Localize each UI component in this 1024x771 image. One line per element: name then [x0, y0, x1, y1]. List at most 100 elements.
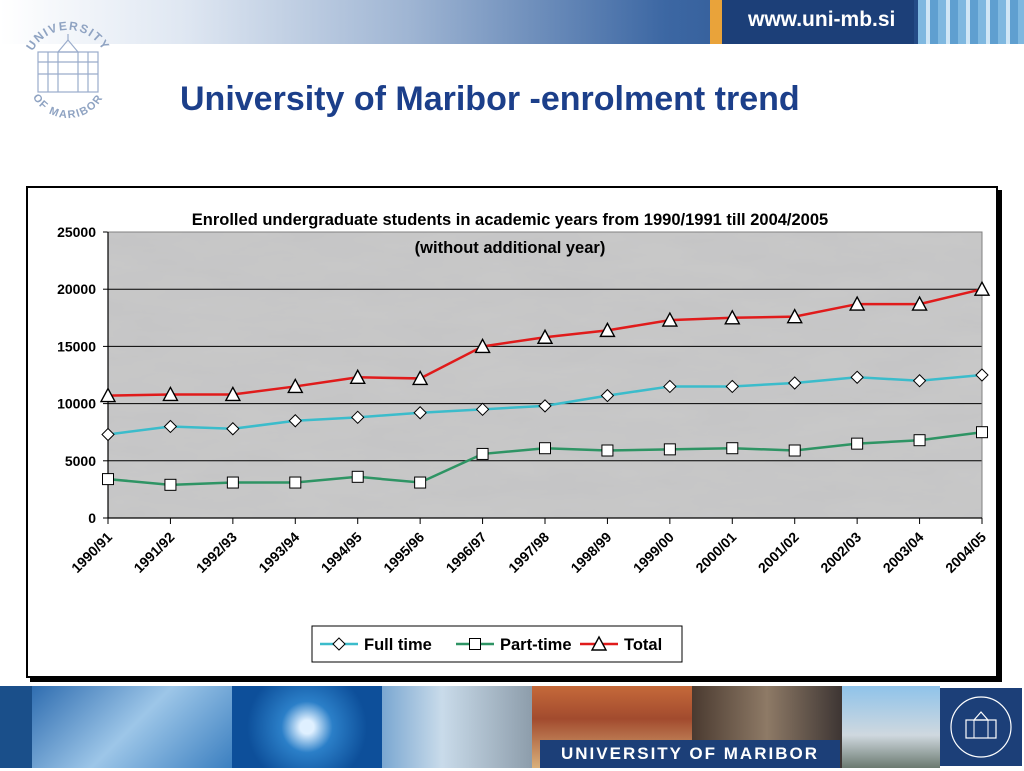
data-point-diamond [663, 379, 677, 394]
svg-text:OF MARIBOR: OF MARIBOR [30, 92, 106, 121]
plot-marble-texture [108, 232, 982, 518]
x-tick-label: 1995/96 [380, 529, 427, 576]
data-point-square [601, 444, 614, 457]
photo-classroom [32, 686, 232, 768]
series-part-time [102, 426, 988, 491]
legend-label: Full time [364, 636, 432, 654]
data-point-triangle [349, 368, 366, 384]
data-point-square [851, 437, 864, 450]
data-point-triangle [224, 385, 242, 402]
legend-item: Part-time [456, 636, 572, 654]
data-point-diamond [912, 374, 927, 388]
data-point-square [539, 442, 551, 455]
legend-box [311, 625, 683, 663]
data-point-diamond [413, 406, 427, 420]
x-tick-label: 1992/93 [193, 529, 240, 576]
data-point-triangle [786, 308, 803, 324]
legend-item: Total [580, 635, 662, 654]
data-point-diamond [163, 419, 178, 434]
university-logo: UNIVERSITY OF MARIBOR [23, 19, 111, 121]
banner-building-photo [918, 0, 1024, 44]
data-point-diamond [788, 376, 802, 390]
banner-url-box [722, 0, 914, 44]
data-point-square [164, 478, 177, 491]
data-point-diamond [600, 388, 615, 403]
y-tick-label: 25000 [57, 224, 96, 240]
chart-frame: 0 5000 10000 15000 20000 25000 1990/91 1991/92 1… [26, 186, 998, 678]
data-point-diamond [332, 637, 346, 651]
legend-label: Part-time [500, 636, 572, 654]
banner-accent-stripe [710, 0, 722, 44]
y-tick-label: 10000 [57, 396, 96, 412]
data-point-square [469, 638, 481, 650]
website-url[interactable]: www.uni-mb.si [748, 8, 896, 31]
data-point-square [663, 443, 676, 456]
data-point-triangle [411, 369, 429, 386]
series-full-time [101, 368, 989, 442]
data-point-square [976, 426, 988, 439]
data-point-triangle [287, 377, 304, 394]
data-point-square [102, 473, 114, 486]
x-tick-label: 2002/03 [817, 529, 864, 576]
logo-text-bottom: OF MARIBOR [30, 92, 104, 121]
y-tick-label: 20000 [57, 281, 96, 297]
data-point-diamond [475, 402, 490, 417]
x-tick-label: 1991/92 [130, 529, 177, 576]
x-tick-label: 1998/99 [567, 529, 614, 576]
data-point-square [726, 442, 739, 455]
legend-label: Total [624, 636, 662, 654]
x-tick-label: 1994/95 [318, 529, 365, 576]
x-tick-label: 1993/94 [255, 529, 302, 576]
y-tick-label: 15000 [57, 338, 96, 354]
photo-atom [232, 686, 382, 768]
chart-title: Enrolled undergraduate students in acade… [192, 211, 828, 229]
data-point-triangle [99, 387, 117, 403]
data-point-diamond [101, 427, 115, 442]
series-total [99, 280, 991, 403]
x-tick-label: 1990/91 [68, 529, 115, 576]
photo-building [842, 686, 940, 768]
data-point-triangle [590, 635, 608, 651]
x-tick-label: 1999/00 [630, 529, 677, 576]
data-point-triangle [848, 295, 866, 311]
chart-subtitle: (without additional year) [415, 239, 606, 257]
footer-university-logo [940, 688, 1022, 766]
footer-name-text: UNIVERSITY OF MARIBOR [561, 744, 819, 763]
plot-area [108, 232, 982, 518]
data-point-square [788, 444, 801, 457]
series-layer [99, 280, 991, 491]
data-point-square [351, 470, 364, 483]
data-point-triangle [599, 321, 616, 338]
data-point-square [913, 434, 926, 447]
data-point-square [414, 476, 427, 489]
data-point-square [289, 476, 302, 489]
data-point-diamond [226, 422, 240, 436]
legend-item: Full time [320, 636, 432, 654]
data-point-triangle [162, 385, 179, 402]
data-point-triangle [724, 309, 741, 325]
photo-lab [382, 686, 532, 768]
bottom-photo-strip [0, 686, 1024, 768]
x-tick-label: 2003/04 [880, 529, 927, 576]
footer-logo-icon [950, 696, 1012, 758]
chart-legend: Full time Part-time Total [311, 625, 683, 663]
data-point-triangle [911, 295, 928, 311]
data-point-diamond [351, 410, 365, 425]
data-point-triangle [474, 337, 491, 354]
data-point-square [226, 476, 239, 489]
data-point-diamond [288, 414, 302, 428]
data-point-triangle [973, 280, 991, 296]
data-point-triangle [536, 328, 554, 344]
x-tick-label: 2004/05 [942, 529, 989, 576]
page-title: University of Maribor -enrolment trend [180, 80, 800, 118]
data-point-diamond [538, 399, 552, 413]
x-tick-label: 2000/01 [692, 529, 739, 576]
photo-tiles [0, 686, 32, 768]
data-point-triangle [661, 311, 679, 327]
building-icon [37, 34, 99, 93]
x-tick-label: 1996/97 [443, 529, 490, 576]
data-point-diamond [975, 368, 989, 382]
y-tick-label: 0 [88, 510, 96, 526]
enrolment-chart: 0 5000 10000 15000 20000 25000 1990/91 1991/92 1… [57, 211, 991, 663]
footer-university-name: UNIVERSITY OF MARIBOR [540, 740, 840, 768]
